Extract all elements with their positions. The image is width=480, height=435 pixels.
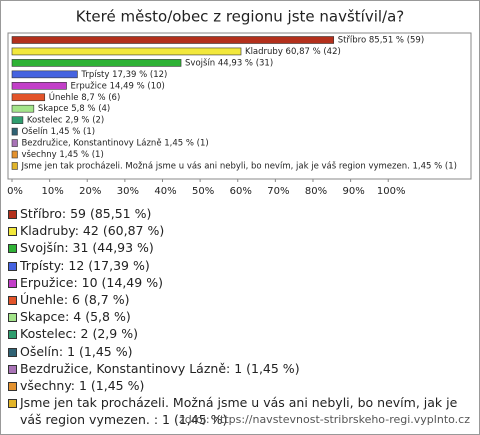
x-tick-label: 50% xyxy=(192,186,214,197)
source: zdroj: https://navstevnost-stribrskeho-r… xyxy=(179,413,470,426)
legend-swatch xyxy=(8,210,17,219)
legend: Stříbro: 59 (85,51 %) Kladruby: 42 (60,87… xyxy=(8,205,470,429)
legend-label: Jsme jen tak procházeli. Možná jsme u vá… xyxy=(20,395,458,428)
legend-item: Únehle: 6 (8,7 %) xyxy=(8,291,470,308)
x-tick-label: 10% xyxy=(42,186,64,197)
legend-label: Stříbro: 59 (85,51 %) xyxy=(20,206,152,221)
x-tick-label: 80% xyxy=(305,186,327,197)
value-label: Kladruby 60,87 % (42) xyxy=(245,47,341,57)
legend-item: Kostelec: 2 (2,9 %) xyxy=(8,325,470,342)
bar xyxy=(11,104,35,113)
legend-label: Kostelec: 2 (2,9 %) xyxy=(20,326,138,342)
legend-item: Kladruby: 42 (60,87 %) xyxy=(8,222,470,239)
chart: Které město/obec z regionu jste navštívi… xyxy=(7,8,472,197)
legend-item: Stříbro: 59 (85,51 %) xyxy=(8,205,470,222)
legend-swatch xyxy=(8,227,17,237)
legend-label: Ošelín: 1 (1,45 %) xyxy=(20,343,133,359)
bar xyxy=(11,127,18,136)
value-label: Skapce 5,8 % (4) xyxy=(38,104,110,114)
x-tick-label: 60% xyxy=(230,186,252,197)
x-tick-label: 70% xyxy=(267,186,289,197)
legend-item: Bezdružice, Konstantinovy Lázně: 1 (1,45… xyxy=(8,360,470,377)
chart-title: Které město/obec z regionu jste navštívi… xyxy=(76,8,405,26)
bar xyxy=(11,82,67,90)
value-label: Bezdružice, Konstantinovy Lázně 1,45 % (… xyxy=(21,139,208,149)
bar xyxy=(11,59,182,67)
legend-swatch xyxy=(8,399,17,409)
legend-label: Erpužice: 10 (14,49 %) xyxy=(20,274,163,290)
legend-swatch xyxy=(8,382,17,392)
value-label: Svojšín 44,93 % (31) xyxy=(185,57,273,68)
x-tick-label: 40% xyxy=(154,186,176,197)
x-tick-label: 100% xyxy=(377,186,406,197)
legend-swatch xyxy=(8,313,17,323)
legend-item: Erpužice: 10 (14,49 %) xyxy=(8,274,470,291)
legend-label: všechny: 1 (1,45 %) xyxy=(20,378,145,394)
value-label: všechny 1,45 % (1) xyxy=(21,149,103,160)
value-label: Erpužice 14,49 % (10) xyxy=(71,81,165,91)
value-label: Ošelín 1,45 % (1) xyxy=(21,126,95,137)
legend-item: všechny: 1 (1,45 %) xyxy=(8,377,470,394)
value-label: Kostelec 2,9 % (2) xyxy=(27,116,104,126)
value-label: Jsme jen tak procházeli. Možná jsme u vá… xyxy=(20,160,457,171)
legend-swatch xyxy=(8,261,17,271)
legend-item: Jsme jen tak procházeli. Možná jsme u vá… xyxy=(8,394,470,428)
bar xyxy=(11,36,335,44)
x-tick-label: 20% xyxy=(79,186,101,197)
legend-label: Svojšín: 31 (44,93 %) xyxy=(20,240,154,256)
bar xyxy=(11,150,18,159)
legend-item: Trpísty: 12 (17,39 %) xyxy=(8,257,470,274)
legend-swatch xyxy=(8,364,17,374)
x-tick-label: 90% xyxy=(342,186,364,197)
legend-label: Únehle: 6 (8,7 %) xyxy=(20,292,130,308)
x-tick-label: 30% xyxy=(117,186,139,197)
bar xyxy=(11,139,18,147)
legend-swatch xyxy=(8,330,17,340)
legend-label: Kladruby: 42 (60,87 %) xyxy=(20,223,165,239)
legend-label: Bezdružice, Konstantinovy Lázně: 1 (1,45… xyxy=(20,360,300,376)
value-label: Stříbro 85,51 % (59) xyxy=(338,36,424,46)
legend-item: Skapce: 4 (5,8 %) xyxy=(8,308,470,325)
x-tick-label: 0% xyxy=(7,186,23,197)
legend-swatch xyxy=(8,347,17,357)
bar xyxy=(11,116,24,124)
legend-swatch xyxy=(8,296,17,306)
value-label: Únehle 8,7 % (6) xyxy=(49,91,121,103)
legend-item: Svojšín: 31 (44,93 %) xyxy=(8,239,470,256)
legend-swatch xyxy=(8,244,17,254)
legend-swatch xyxy=(8,278,17,288)
bar xyxy=(11,93,46,102)
bar xyxy=(11,162,18,170)
legend-label: Trpísty: 12 (17,39 %) xyxy=(20,257,150,273)
bar xyxy=(11,47,242,56)
legend-item: Ošelín: 1 (1,45 %) xyxy=(8,343,470,360)
plot-frame xyxy=(7,32,472,180)
value-label: Trpísty 17,39 % (12) xyxy=(80,70,167,80)
bar xyxy=(11,70,78,79)
legend-label: Skapce: 4 (5,8 %) xyxy=(20,309,131,325)
